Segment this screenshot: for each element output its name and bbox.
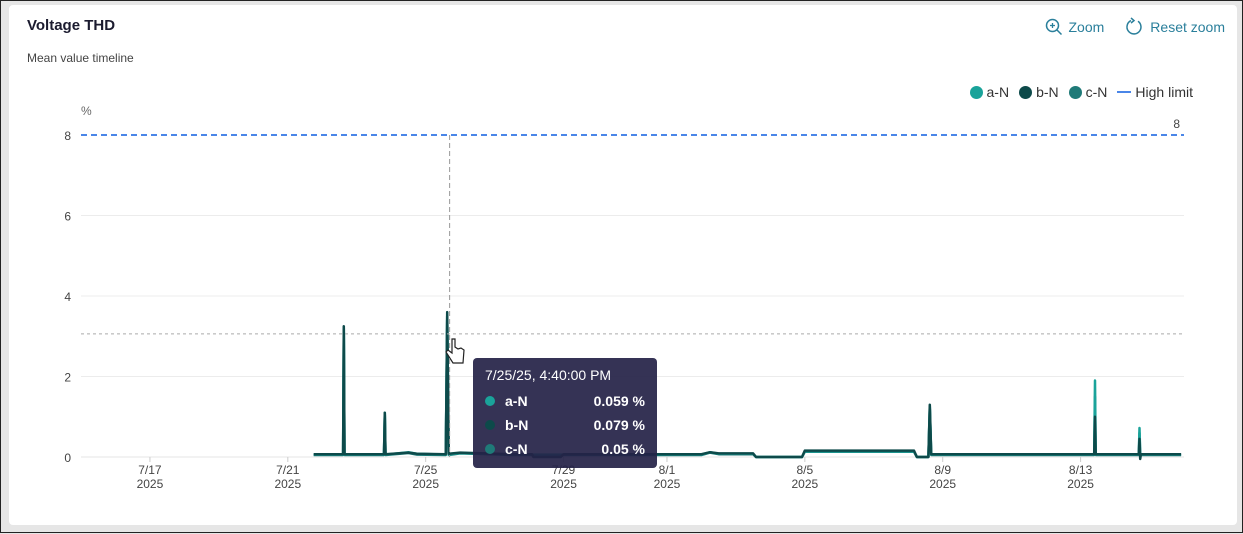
x-tick-year: 2025	[1067, 477, 1094, 491]
tooltip-value: 0.059 %	[593, 393, 645, 409]
zoom-button[interactable]: Zoom	[1045, 17, 1105, 37]
legend-dot-icon	[1019, 85, 1033, 99]
y-tick-label: 4	[64, 290, 71, 304]
legend-label: b-N	[1036, 84, 1059, 100]
tooltip-row-b-n: b-N 0.079 %	[485, 413, 645, 437]
refresh-icon	[1126, 17, 1143, 35]
tooltip-value: 0.05 %	[601, 441, 645, 457]
tooltip-value: 0.079 %	[593, 417, 645, 433]
y-tick-label: 0	[64, 451, 71, 465]
tooltip-time: 7/25/25, 4:40:00 PM	[485, 367, 612, 383]
x-tick-year: 2025	[929, 477, 956, 491]
x-tick-year: 2025	[791, 477, 818, 491]
legend-item-c-n[interactable]: c-N	[1068, 84, 1108, 100]
card-subtitle: Mean value timeline	[27, 51, 134, 65]
series-line-a-n	[313, 314, 1182, 459]
series-dot-icon	[485, 444, 495, 454]
legend-dash-icon	[1117, 91, 1132, 93]
legend-item-high-limit[interactable]: High limit	[1117, 84, 1193, 100]
reset-zoom-button[interactable]: Reset zoom	[1124, 17, 1225, 37]
x-tick-label: 8/5	[797, 463, 814, 477]
chart-tooltip: 7/25/25, 4:40:00 PM a-N 0.059 % b-N 0.079 …	[473, 358, 657, 468]
legend-label: c-N	[1085, 84, 1108, 100]
x-tick-year: 2025	[274, 477, 301, 491]
x-tick-year: 2025	[550, 477, 577, 491]
legend-item-a-n[interactable]: a-N	[969, 84, 1010, 100]
series-line-b-n	[313, 310, 1182, 461]
x-tick-year: 2025	[137, 477, 164, 491]
zoom-in-icon	[1045, 18, 1062, 36]
x-tick-label: 7/25	[414, 463, 438, 477]
series-dot-icon	[485, 396, 495, 406]
x-tick-label: 7/17	[138, 463, 162, 477]
x-tick-label: 7/21	[276, 463, 300, 477]
high-limit-label: 8	[1173, 117, 1180, 131]
chart-legend: a-N b-N c-N High limit	[969, 84, 1193, 100]
tooltip-row-a-n: a-N 0.059 %	[485, 389, 645, 413]
x-tick-year: 2025	[654, 477, 681, 491]
x-tick-year: 2025	[412, 477, 439, 491]
x-tick-label: 8/1	[659, 463, 676, 477]
y-tick-label: 2	[64, 371, 71, 385]
zoom-label: Zoom	[1068, 19, 1105, 35]
series-dot-icon	[485, 420, 495, 430]
x-tick-label: 8/13	[1069, 463, 1093, 477]
y-axis-unit: %	[81, 104, 92, 118]
tooltip-series: b-N	[505, 417, 529, 433]
legend-label: a-N	[986, 84, 1010, 100]
hand-cursor-icon	[445, 338, 465, 364]
reset-zoom-label: Reset zoom	[1150, 19, 1225, 35]
y-tick-label: 8	[64, 129, 71, 143]
series-line-c-n	[313, 318, 1182, 459]
chart-toolbar: Zoom Reset zoom	[1045, 17, 1225, 37]
card-title: Voltage THD	[27, 17, 116, 34]
legend-label: High limit	[1135, 84, 1193, 100]
tooltip-series: a-N	[505, 393, 528, 409]
y-tick-label: 6	[64, 210, 71, 224]
tooltip-row-c-n: c-N 0.05 %	[485, 437, 645, 461]
x-tick-label: 8/9	[934, 463, 951, 477]
legend-dot-icon	[1068, 85, 1082, 99]
legend-dot-icon	[969, 85, 983, 99]
tooltip-series: c-N	[505, 441, 528, 457]
legend-item-b-n[interactable]: b-N	[1019, 84, 1059, 100]
